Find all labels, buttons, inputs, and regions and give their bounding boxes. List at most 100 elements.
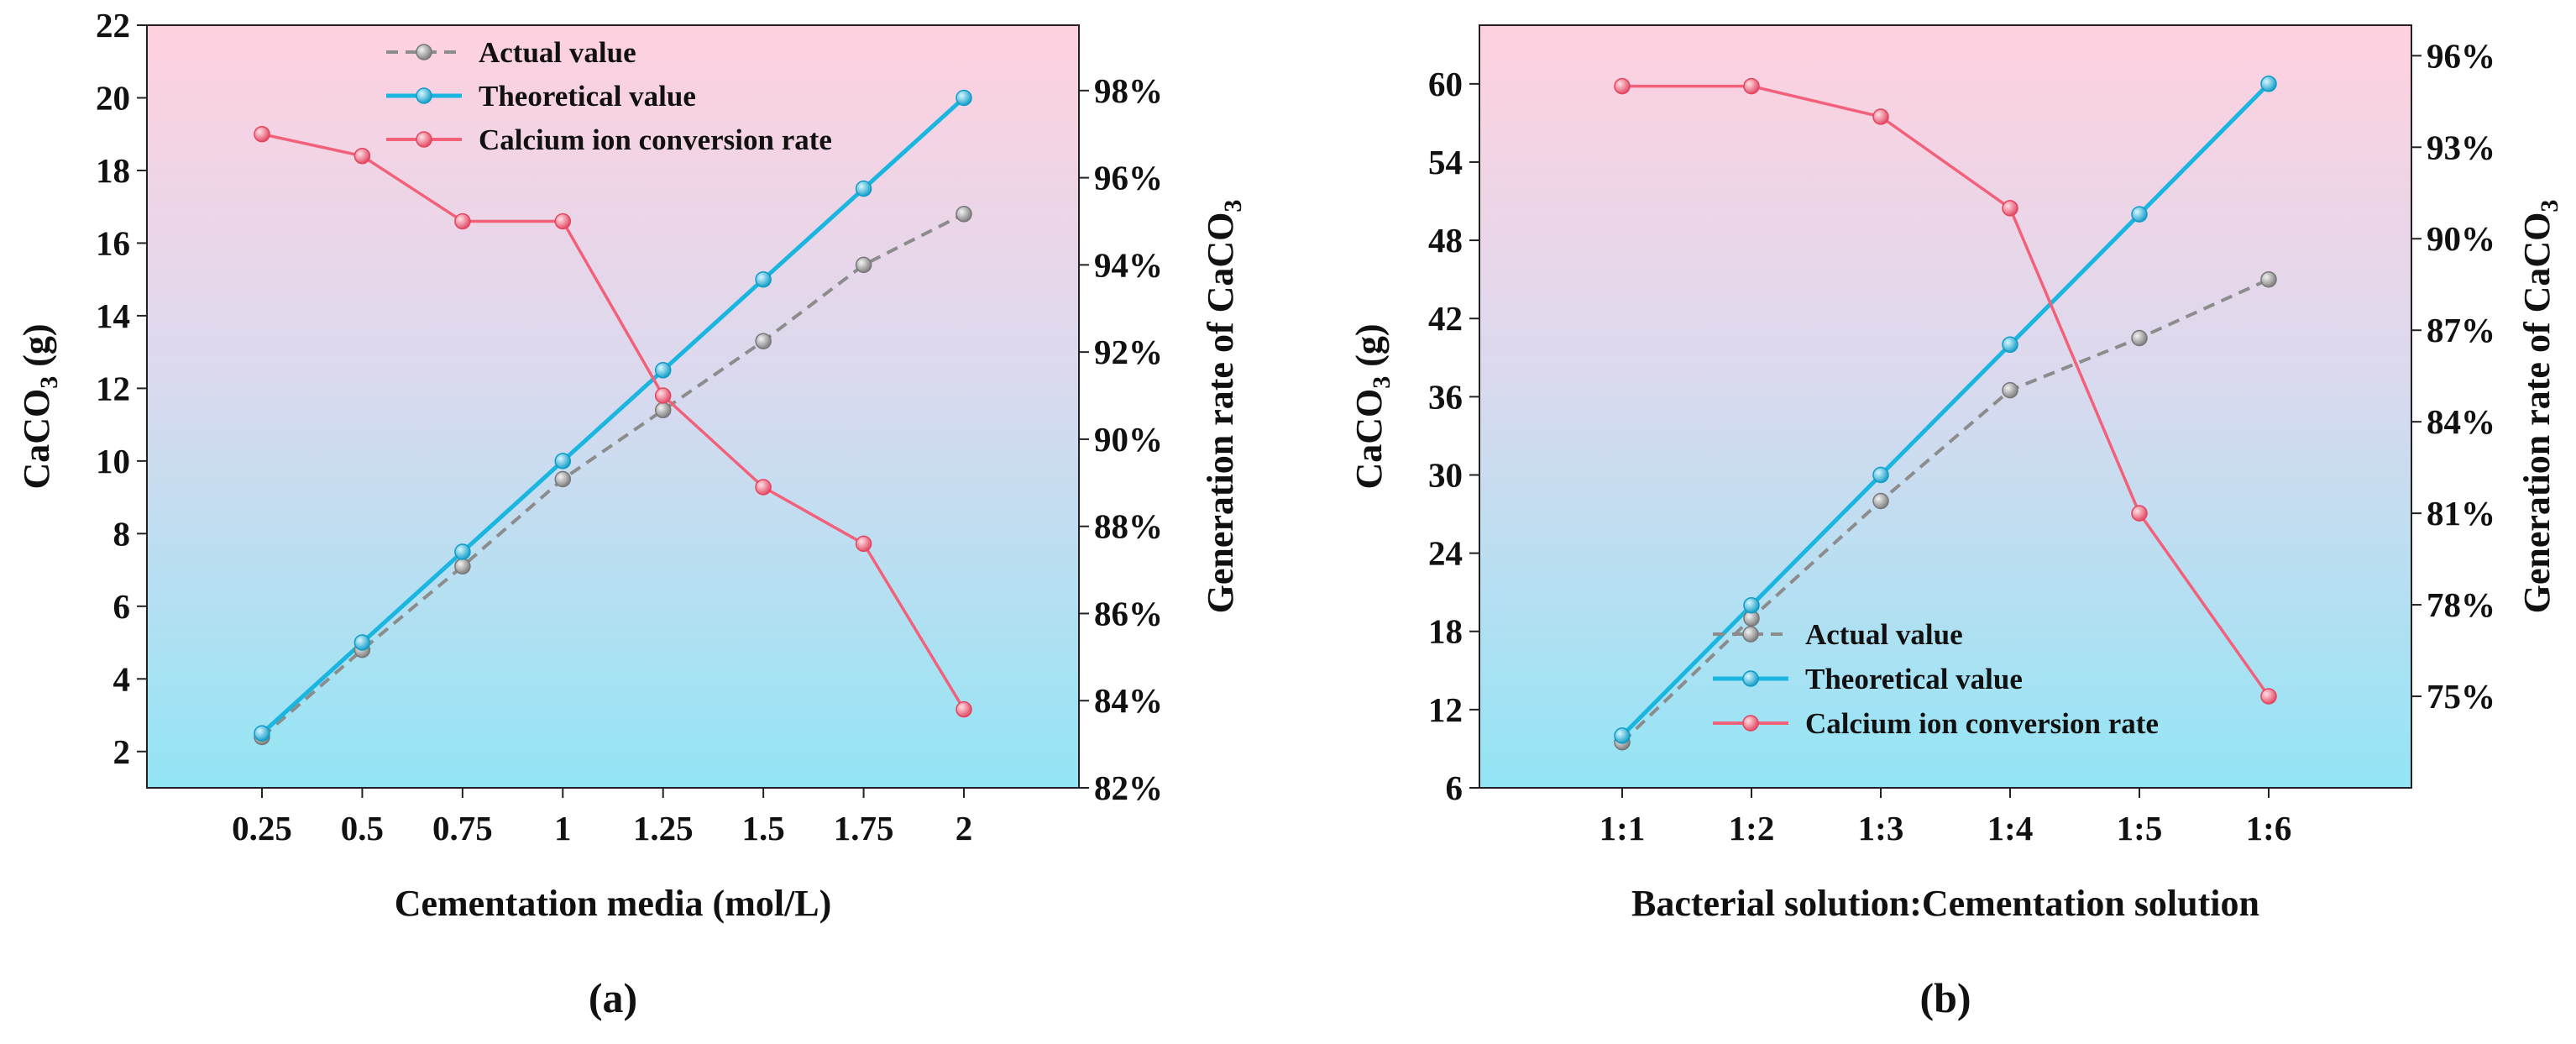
series-line-actual: [260, 212, 965, 739]
left-y-axis-title: CaCO3 (g): [1348, 323, 1395, 489]
data-point-theoretical: [454, 543, 471, 560]
y2-tick-label: 90%: [2427, 219, 2495, 258]
y-tick-label: 48: [1428, 221, 1463, 260]
series-line-conversion: [261, 132, 966, 711]
data-point-actual: [654, 401, 672, 419]
data-point-conversion: [654, 387, 672, 404]
panel-label-b: (b): [1919, 974, 1971, 1021]
legend-label-theoretical: Theoretical value: [1805, 663, 2023, 695]
y2-tick-label: 96%: [1094, 159, 1163, 197]
legend-marker-actual: [1742, 626, 1759, 643]
legend-label-conversion: Calcium ion conversion rate: [1805, 707, 2159, 740]
x-tick-label: 0.25: [232, 809, 292, 847]
y2-tick-label: 75%: [2427, 677, 2495, 716]
data-point-conversion: [2260, 688, 2277, 705]
y-tick-label: 4: [113, 659, 131, 698]
x-tick-label: 1:3: [1858, 809, 1904, 847]
data-point-actual: [755, 333, 772, 349]
legend-marker-conversion: [416, 131, 432, 148]
x-axis-ticks: 1:1 1:2 1:3 1:4 1:5 1:6: [1600, 788, 2291, 847]
data-point-conversion: [353, 147, 371, 165]
x-tick-label: 2: [956, 809, 973, 847]
data-point-theoretical: [956, 89, 972, 107]
y2-tick-label: 81%: [2427, 494, 2495, 532]
legend-marker-actual: [416, 44, 432, 60]
y-tick-label: 10: [96, 442, 130, 480]
y-tick-label: 6: [113, 587, 131, 626]
legend: Actual value Theoretical value Calcium i…: [1713, 618, 2159, 740]
y2-tick-label: 86%: [1094, 594, 1163, 632]
data-point-actual: [454, 558, 471, 574]
y-tick-label: 18: [96, 151, 130, 190]
series-line-theoretical: [1620, 82, 2270, 737]
x-tick-label: 1.25: [633, 809, 694, 847]
legend-marker-theoretical: [416, 87, 432, 104]
data-point-theoretical: [855, 180, 872, 197]
right-y-axis-title: Generation rate of CaCO3: [1200, 200, 1247, 614]
data-point-actual: [2131, 329, 2148, 347]
x-axis-ticks: 0.25 0.5 0.75 1 1.25 1.5 1.75 2: [232, 788, 972, 847]
y-tick-label: 36: [1428, 377, 1463, 416]
legend-marker-conversion: [1742, 715, 1759, 732]
right-y-axis-ticks: 75% 78% 81% 84% 87% 90% 93% 96%: [2411, 36, 2495, 716]
data-point-actual: [956, 206, 972, 223]
data-point-conversion: [254, 125, 270, 143]
y-tick-label: 12: [1428, 690, 1463, 729]
x-tick-label: 1.75: [834, 809, 894, 847]
data-point-theoretical: [1872, 466, 1889, 484]
series-line-conversion: [1622, 84, 2270, 698]
y2-tick-label: 92%: [1094, 333, 1163, 371]
data-point-conversion: [855, 535, 872, 553]
data-point-actual: [2260, 270, 2277, 288]
plot-area-background: [1479, 25, 2411, 788]
y2-tick-label: 78%: [2427, 585, 2495, 624]
y2-tick-label: 98%: [1094, 71, 1163, 110]
x-tick-label: 0.5: [341, 809, 384, 847]
left-y-axis-title: CaCO3 (g): [16, 323, 63, 489]
data-point-theoretical: [353, 634, 371, 651]
y-tick-label: 8: [113, 514, 131, 553]
left-y-axis-ticks: 6 12 18 24 30 36 42 48 54 60: [1428, 65, 1479, 807]
x-tick-label: 1:5: [2117, 809, 2163, 847]
left-y-axis-ticks: 2 4 6 8 10 12 14 16 18 20 22: [96, 6, 147, 771]
data-point-actual: [1872, 492, 1889, 510]
data-layer: [254, 89, 972, 746]
x-tick-label: 1:4: [1987, 809, 2034, 847]
plot-frame: [1479, 24, 2412, 789]
x-axis-title: Cementation media (mol/L): [395, 883, 832, 924]
chart-panel-a: 0.25 0.5 0.75 1 1.25 1.5 1.75 2 246810121416182…: [16, 6, 1247, 1021]
data-point-theoretical: [254, 725, 270, 742]
legend-label-theoretical: Theoretical value: [479, 80, 696, 113]
data-point-actual: [2002, 381, 2018, 399]
x-tick-label: 1: [554, 809, 572, 847]
legend: Actual value Theoretical value Calcium i…: [386, 36, 832, 156]
x-tick-label: 1:1: [1600, 809, 1646, 847]
series-line-theoretical: [260, 96, 966, 735]
y2-tick-label: 88%: [1094, 507, 1163, 546]
y-tick-label: 30: [1428, 455, 1463, 494]
y2-tick-label: 84%: [1094, 681, 1163, 720]
y2-tick-label: 90%: [1094, 420, 1163, 459]
data-point-conversion: [956, 700, 972, 718]
plot-frame: [146, 24, 1080, 789]
y-tick-label: 20: [96, 78, 130, 117]
y2-tick-label: 84%: [2427, 402, 2495, 441]
data-point-theoretical: [2260, 76, 2277, 92]
data-point-theoretical: [1743, 596, 1760, 614]
legend-label-conversion: Calcium ion conversion rate: [479, 123, 832, 156]
data-point-conversion: [2131, 505, 2148, 522]
data-point-conversion: [554, 212, 572, 230]
legend-label-actual: Actual value: [479, 36, 636, 69]
y-tick-label: 12: [96, 369, 130, 407]
y-tick-label: 6: [1446, 769, 1463, 807]
data-point-conversion: [1872, 108, 1889, 125]
data-point-conversion: [1614, 77, 1631, 95]
data-point-theoretical: [2002, 336, 2018, 354]
y-tick-label: 16: [96, 223, 130, 262]
y-tick-label: 54: [1428, 143, 1463, 181]
y2-tick-label: 96%: [2427, 36, 2495, 75]
data-layer: [1614, 76, 2277, 751]
y2-tick-label: 93%: [2427, 128, 2495, 166]
right-y-axis-title: Generation rate of CaCO3: [2516, 200, 2563, 614]
